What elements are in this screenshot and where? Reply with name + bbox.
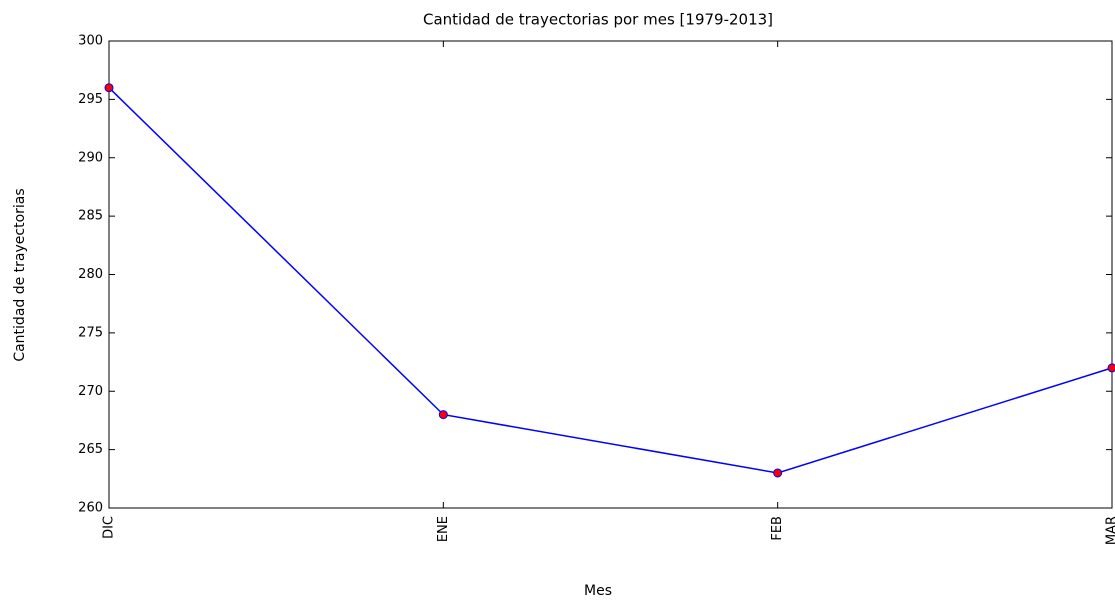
x-axis-label: Mes	[584, 583, 612, 599]
y-axis-label: Cantidad de trayectorias	[12, 188, 28, 361]
data-point	[438, 410, 448, 420]
y-tick-label: 270	[78, 384, 103, 399]
y-tick-label: 300	[78, 34, 103, 49]
y-tick-label: 295	[78, 92, 103, 107]
data-point	[773, 468, 783, 478]
y-tick-label: 275	[78, 325, 103, 340]
y-tick-label: 280	[78, 267, 103, 282]
y-tick-label: 290	[78, 150, 103, 165]
x-tick-label: ENE	[436, 516, 451, 542]
y-tick-label: 285	[78, 209, 103, 224]
chart-title: Cantidad de trayectorias por mes [1979-2…	[423, 11, 773, 29]
data-point	[104, 83, 114, 93]
y-tick-label: 265	[78, 442, 103, 457]
x-tick-label: FEB	[770, 516, 785, 541]
y-tick-label: 260	[78, 501, 103, 516]
x-tick-label: MAR	[1105, 516, 1115, 545]
x-tick-label: DIC	[102, 516, 117, 539]
data-point	[1107, 363, 1115, 373]
data-line	[108, 87, 1113, 474]
